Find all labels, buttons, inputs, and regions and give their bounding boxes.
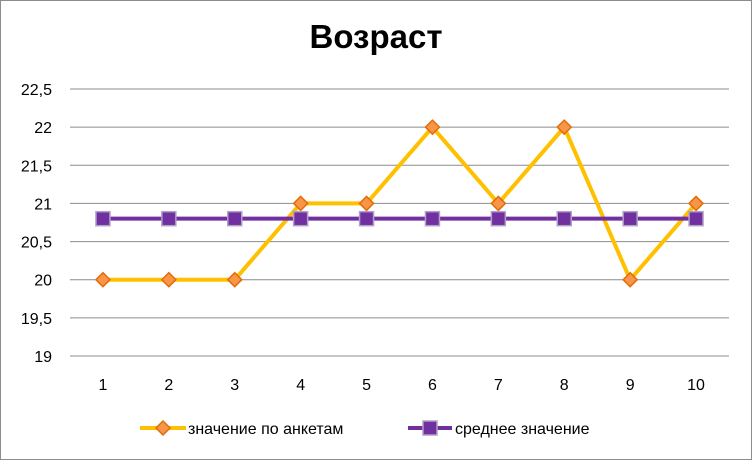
x-tick-label: 4 — [296, 377, 305, 394]
x-tick-label: 2 — [164, 377, 173, 394]
x-tick-label: 3 — [230, 377, 239, 394]
y-tick-label: 19 — [34, 349, 52, 366]
x-tick-label: 6 — [428, 377, 437, 394]
x-tick-label: 1 — [98, 377, 107, 394]
series-layer — [94, 119, 705, 288]
y-tick-label: 19,5 — [21, 311, 52, 328]
data-point — [687, 195, 705, 212]
data-point — [622, 210, 638, 227]
legend-item: значение по анкетам — [140, 419, 343, 438]
y-tick-label: 21,5 — [21, 158, 52, 175]
data-point — [160, 271, 177, 288]
legend-label: среднее значение — [455, 421, 590, 438]
data-point — [95, 210, 111, 227]
legend-item: среднее значение — [408, 420, 590, 438]
y-tick-label: 22,5 — [21, 82, 52, 99]
chart-title: Возраст — [309, 18, 443, 55]
data-point — [424, 119, 441, 136]
legend-marker — [422, 420, 438, 436]
data-point — [161, 210, 177, 227]
data-point — [358, 195, 375, 212]
data-point — [556, 119, 573, 136]
data-point — [424, 210, 441, 227]
series-2 — [95, 210, 704, 227]
data-point — [556, 210, 572, 227]
data-point — [688, 210, 704, 227]
data-point — [94, 271, 112, 288]
y-tick-label: 22 — [34, 120, 52, 137]
x-tick-label: 9 — [626, 377, 635, 394]
data-point — [358, 210, 375, 227]
x-axis-ticks: 1 2 3 4 5 6 7 8 9 10 — [98, 377, 705, 394]
x-tick-label: 5 — [362, 377, 371, 394]
data-point — [226, 271, 243, 288]
data-point — [490, 210, 507, 227]
data-point — [227, 210, 243, 227]
data-point — [292, 210, 309, 227]
legend-marker — [154, 419, 172, 437]
y-tick-label: 20,5 — [21, 235, 52, 252]
series-line — [102, 125, 698, 282]
y-tick-label: 20 — [34, 273, 52, 290]
data-point — [490, 195, 507, 212]
x-tick-label: 7 — [494, 377, 503, 394]
y-tick-label: 21 — [34, 196, 52, 213]
x-tick-label: 10 — [687, 377, 705, 394]
y-axis-ticks: 19 19,5 20 20,5 21 21,5 22 22,5 — [21, 82, 52, 366]
series-1 — [94, 119, 705, 288]
x-tick-label: 8 — [560, 377, 569, 394]
legend-label: значение по анкетам — [188, 421, 343, 438]
data-point — [292, 195, 309, 212]
data-point — [622, 271, 639, 288]
legend: значение по анкетам среднее значение — [140, 419, 590, 438]
